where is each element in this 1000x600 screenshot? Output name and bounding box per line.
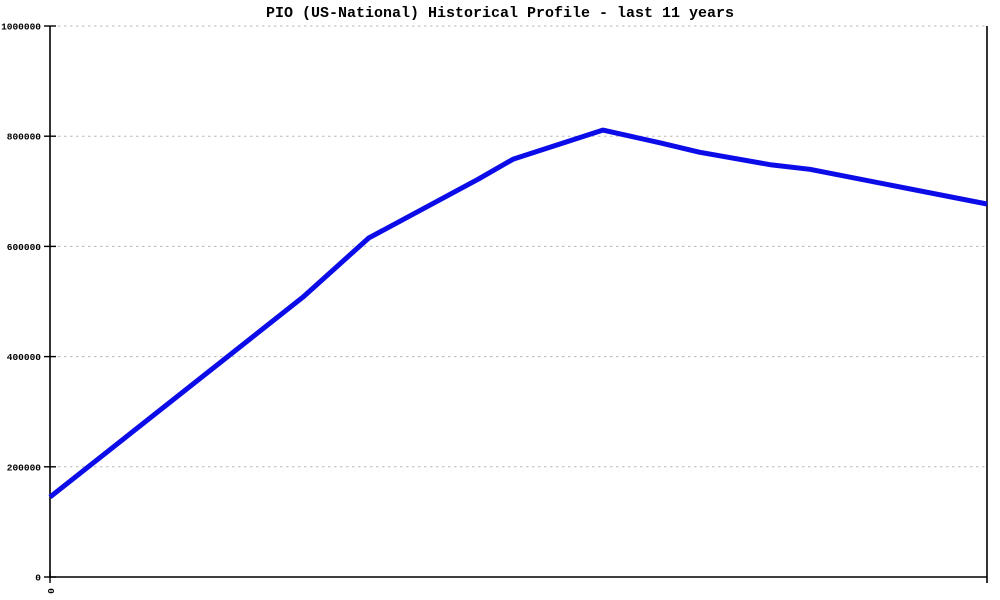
y-tick-label: 600000: [7, 242, 42, 253]
y-tick-label: 1000000: [1, 22, 41, 33]
y-tick-label: 200000: [7, 462, 42, 473]
y-tick-label: 400000: [7, 352, 42, 363]
y-tick-label: 800000: [7, 132, 42, 143]
data-series-line: [48, 127, 988, 500]
chart-title: PIO (US-National) Historical Profile - l…: [265, 5, 735, 22]
x-tick-label: 0: [45, 588, 56, 594]
y-tick-label: 0: [35, 573, 41, 584]
